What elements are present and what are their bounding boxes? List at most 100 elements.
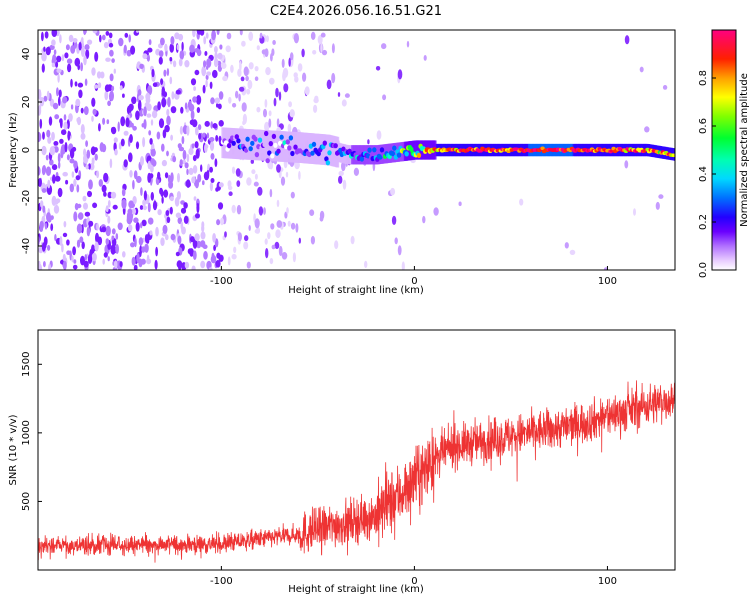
spectrogram-noise-cell — [186, 153, 190, 163]
spectrogram-noise-cell — [217, 103, 222, 110]
spectrogram-noise-cell — [184, 102, 188, 110]
spectrogram-noise-cell — [162, 224, 168, 234]
spectrogram-noise-cell — [220, 62, 227, 69]
spectrogram-noise-cell — [263, 207, 266, 215]
spectrogram-noise-cell — [52, 102, 59, 110]
spectrogram-noise-cell — [633, 208, 636, 216]
spectrogram-noise-cell — [254, 173, 258, 180]
spectrogram-noise-cell — [94, 241, 99, 252]
spectrogram-noise-cell — [81, 37, 84, 43]
spectrogram-noise-cell — [61, 129, 67, 136]
spectrogram-noise-cell — [56, 55, 62, 63]
spectrogram-noise-cell — [124, 32, 129, 38]
spectrogram-noise-cell — [41, 63, 45, 73]
spectrogram-noise-cell — [458, 201, 462, 207]
colorbar-ticks: 0.0 0.2 0.4 0.6 0.8 — [698, 70, 716, 278]
spectrogram-noise-cell — [115, 233, 119, 240]
spectrogram-noise-cell — [51, 62, 55, 68]
spectrogram-noise-cell — [76, 239, 81, 248]
spectrogram-noise-cell — [200, 260, 206, 269]
spectrogram-noise-cell — [147, 172, 152, 183]
spectrogram-noise-cell — [165, 210, 170, 216]
spectrogram-noise-cell — [264, 238, 268, 245]
spectrogram-noise-cell — [190, 78, 197, 86]
spectrogram-noise-cell — [118, 142, 122, 150]
spectrogram-noise-cell — [248, 62, 254, 70]
spectrogram-noise-cell — [294, 76, 299, 83]
spectrogram-noise-cell — [194, 233, 200, 242]
spectrogram-noise-cell — [170, 172, 174, 183]
spectrogram-noise-cell — [93, 84, 99, 89]
spectrogram-noise-cell — [271, 244, 276, 250]
spectrogram-noise-cell — [394, 237, 398, 245]
spectrogram-noise-cell — [401, 261, 405, 270]
spectrogram-noise-cell — [87, 254, 93, 264]
spectrogram-noise-cell — [86, 149, 91, 159]
spectrogram-noise-cell — [179, 125, 183, 135]
spectrogram-noise-cell — [157, 171, 161, 180]
spectrogram-noise-cell — [113, 137, 118, 143]
spectrogram-noise-cell — [214, 158, 218, 168]
spectrogram-noise-cell — [382, 94, 387, 101]
spectrogram-noise-cell — [63, 114, 67, 121]
spectrogram-noise-cell — [61, 54, 65, 62]
spectrogram-noise-cell — [184, 60, 190, 68]
spectrogram-noise-cell — [72, 264, 78, 270]
spectrogram-noise-cell — [309, 209, 315, 216]
spectrogram-noise-cell — [295, 223, 299, 233]
spectrogram-noise-cell — [289, 109, 295, 118]
spectrogram-noise-cell — [118, 37, 124, 47]
spectrogram-noise-cell — [83, 106, 89, 116]
spectrogram-noise-cell — [117, 121, 120, 132]
spectrogram-noise-cell — [287, 123, 292, 133]
spectrogram-noise-cell — [376, 130, 382, 140]
spectrogram-noise-cell — [406, 40, 410, 48]
spectrogram-noise-cell — [62, 171, 68, 177]
spectrogram-noise-cell — [168, 180, 174, 189]
spectrogram-noise-cell — [160, 78, 164, 85]
spectrogram-noise-cell — [134, 237, 137, 248]
spectrogram-noise-cell — [253, 181, 259, 187]
spectrogram-noise-cell — [265, 35, 269, 43]
spectrogram-signal-cell — [372, 147, 377, 153]
spectrogram-noise-cell — [98, 123, 101, 132]
spectrogram-noise-cell — [227, 180, 232, 188]
spectrogram-noise-cell — [67, 63, 72, 73]
spectrogram-noise-cell — [212, 69, 218, 79]
spectrogram-noise-cell — [216, 103, 219, 108]
spectrogram-noise-cell — [128, 152, 133, 163]
spectrogram-noise-cell — [304, 86, 310, 96]
spectrogram-signal-cell — [288, 135, 294, 141]
spectrogram-signal-cell — [226, 143, 232, 149]
spectrogram-noise-cell — [242, 113, 247, 125]
spectrogram-noise-cell — [83, 55, 87, 66]
spectrogram-noise-cell — [51, 131, 55, 141]
spectrogram-noise-cell — [92, 108, 97, 116]
spectrogram-y-ticks: -40 -20 0 20 40 — [21, 48, 42, 254]
spectrogram-noise-cell — [136, 252, 140, 264]
spectrogram-noise-cell — [98, 82, 102, 89]
spectrogram-noise-cell — [47, 179, 51, 189]
spectrogram-noise-cell — [122, 93, 125, 98]
spectrogram-noise-cell — [163, 69, 167, 77]
spectrogram-noise-cell — [205, 79, 208, 88]
spectrogram-noise-cell — [264, 48, 269, 57]
spectrogram-noise-cell — [248, 31, 254, 41]
spectrogram-noise-cell — [138, 95, 144, 101]
spectrogram-noise-cell — [254, 76, 259, 81]
spectrogram-noise-cell — [289, 52, 294, 61]
spectrogram-signal-cell — [223, 140, 229, 146]
spectrogram-noise-cell — [188, 182, 191, 187]
spectrogram-noise-cell — [200, 164, 203, 172]
spectrogram-noise-cell — [264, 99, 268, 108]
spectrogram-noise-cell — [161, 196, 164, 204]
spectrogram-noise-cell — [45, 46, 51, 56]
spectrogram-noise-cell — [204, 143, 208, 153]
spectrogram-noise-cell — [278, 245, 283, 257]
spectrogram-noise-cell — [180, 207, 187, 214]
spectrogram-noise-cell — [143, 106, 147, 117]
spectrogram-noise-cell — [243, 241, 249, 250]
spectrogram-noise-cell — [228, 191, 233, 196]
spectrogram-noise-cell — [180, 221, 184, 231]
spectrogram-noise-cell — [231, 204, 236, 214]
